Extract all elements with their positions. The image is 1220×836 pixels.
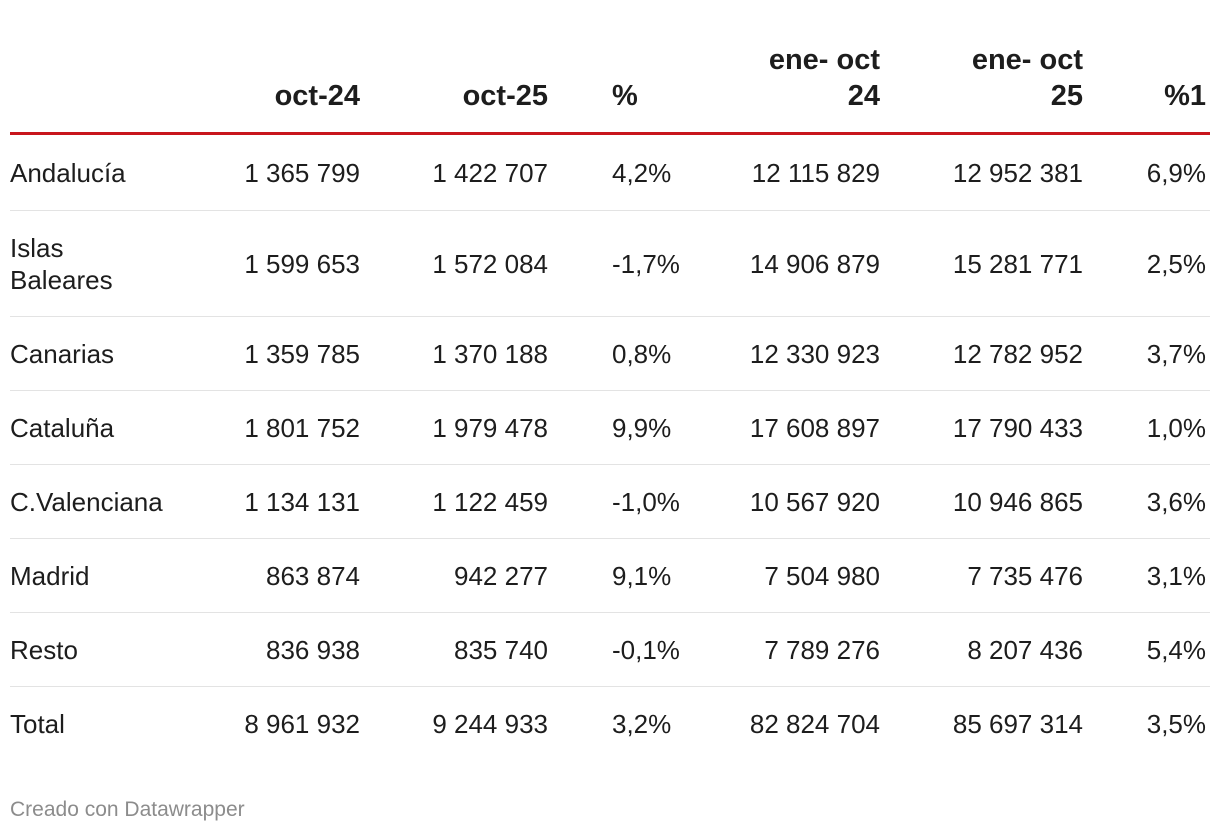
cell-eneoct25: 85 697 314 xyxy=(952,708,1083,739)
table-row: Madrid 863 874 942 277 9,1% 7 504 980 7 735 4… xyxy=(10,538,1210,613)
cell-oct25: 1 422 707 xyxy=(360,133,548,211)
table-row: Canarias 1 359 785 1 370 188 0,8% 12 330 923… xyxy=(10,316,1210,391)
table-row: Total 8 961 932 9 244 933 3,2% 82 824 704 85 … xyxy=(10,687,1210,761)
table-header: oct-24 oct-25% ene- oct 24 ene- oct 25 %1 xyxy=(10,42,1210,135)
region-label: Resto xyxy=(10,634,78,665)
column-header-label: ene- oct xyxy=(971,44,1083,76)
cell-eneoct24: 14 906 879 xyxy=(688,210,880,317)
cell-oct24: 1 365 799 xyxy=(180,133,360,211)
cell-pct1: 1,0% xyxy=(1083,390,1210,465)
header-row: oct-24 oct-25% ene- oct 24 ene- oct 25 %1 xyxy=(10,42,1210,135)
cell-pct: -1,7% xyxy=(548,210,688,317)
cell-pct1: 6,9% xyxy=(1083,133,1210,211)
cell-oct25: 9 244 933 xyxy=(432,708,548,739)
cell-pct1: 5,4% xyxy=(1083,612,1210,687)
cell-eneoct24: 82 824 704 xyxy=(749,708,880,739)
region-label: Total xyxy=(10,708,65,739)
cell-region: Total xyxy=(10,687,180,761)
data-table: oct-24 oct-25% ene- oct 24 ene- oct 25 %1 Anda… xyxy=(10,42,1210,760)
cell-pct: 9,9% xyxy=(548,390,688,465)
cell-region: Andalucía xyxy=(10,133,180,211)
column-header-label: % xyxy=(612,80,638,112)
table-row: Islas Baleares 1 599 653 1 572 084 -1,7% 14 … xyxy=(10,210,1210,317)
column-header-pct1: %1 xyxy=(1083,42,1210,135)
cell-oct25: 1 572 084 xyxy=(360,210,548,317)
cell-eneoct24: 10 567 920 xyxy=(688,464,880,539)
cell-eneoct24: 12 115 829 xyxy=(688,133,880,211)
cell-eneoct24: 7 789 276 xyxy=(688,612,880,687)
table-body: Andalucía 1 365 799 1 422 707 4,2% 12 115 82… xyxy=(10,133,1210,761)
cell-region: Madrid xyxy=(10,538,180,613)
cell-region: Cataluña xyxy=(10,390,180,465)
region-label: Cataluña xyxy=(10,412,115,443)
cell-eneoct25: 12 782 952 xyxy=(880,316,1083,391)
cell-oct24: 863 874 xyxy=(180,538,360,613)
cell-oct24: 1 599 653 xyxy=(180,210,360,317)
cell-oct25: 1 122 459 xyxy=(360,464,548,539)
cell-oct25: 942 277 xyxy=(360,538,548,613)
table-row: Andalucía 1 365 799 1 422 707 4,2% 12 115 82… xyxy=(10,133,1210,211)
column-header-oct25: oct-25 xyxy=(360,42,548,135)
cell-oct24: 1 134 131 xyxy=(180,464,360,539)
cell-region: Islas Baleares xyxy=(10,210,180,317)
cell-oct25: 835 740 xyxy=(360,612,548,687)
cell-oct24: 836 938 xyxy=(180,612,360,687)
cell-oct24: 1 801 752 xyxy=(180,390,360,465)
cell-eneoct24: 17 608 897 xyxy=(688,390,880,465)
cell-pct: -1,0% xyxy=(548,464,688,539)
cell-pct: 3,2% xyxy=(612,708,672,739)
table-row: C.Valenciana 1 134 131 1 122 459 -1,0% 10 56… xyxy=(10,464,1210,539)
cell-oct24: 1 359 785 xyxy=(180,316,360,391)
column-header-pct: % xyxy=(548,42,688,135)
cell-eneoct25: 10 946 865 xyxy=(880,464,1083,539)
data-table-container: oct-24 oct-25% ene- oct 24 ene- oct 25 %1 Anda… xyxy=(10,42,1210,760)
cell-eneoct25: 7 735 476 xyxy=(880,538,1083,613)
region-label: Canarias xyxy=(10,338,115,369)
cell-pct1: 3,5% xyxy=(1146,708,1206,739)
cell-eneoct25: 17 790 433 xyxy=(880,390,1083,465)
column-header-eneoct24: ene- oct 24 xyxy=(688,42,880,135)
column-header-label: 24 xyxy=(847,80,880,112)
cell-pct: 9,1% xyxy=(548,538,688,613)
cell-pct1: 3,7% xyxy=(1083,316,1210,391)
column-header-label: oct-24 xyxy=(274,80,360,112)
region-label: Madrid xyxy=(10,560,90,591)
cell-oct24: 8 961 932 xyxy=(244,708,360,739)
cell-eneoct24: 7 504 980 xyxy=(688,538,880,613)
cell-oct25: 1 370 188 xyxy=(360,316,548,391)
column-header-oct24: oct-24 xyxy=(180,42,360,135)
table-row: Resto 836 938 835 740 -0,1% 7 789 276 8 207 4… xyxy=(10,612,1210,687)
region-label: C.Valenciana xyxy=(10,486,163,517)
cell-eneoct25: 8 207 436 xyxy=(880,612,1083,687)
cell-region: Canarias xyxy=(10,316,180,391)
cell-pct1: 2,5% xyxy=(1083,210,1210,317)
cell-pct: 4,2% xyxy=(548,133,688,211)
column-header-label: %1 xyxy=(1164,80,1206,112)
cell-pct1: 3,6% xyxy=(1083,464,1210,539)
table-row: Cataluña 1 801 752 1 979 478 9,9% 17 608 897… xyxy=(10,390,1210,465)
cell-eneoct25: 15 281 771 xyxy=(880,210,1083,317)
region-label: Andalucía xyxy=(10,157,126,188)
cell-oct25: 1 979 478 xyxy=(360,390,548,465)
column-header-region xyxy=(10,42,180,135)
column-header-label: 25 xyxy=(1050,80,1083,112)
cell-pct: -0,1% xyxy=(548,612,688,687)
column-header-label: oct-25 xyxy=(462,80,548,112)
cell-eneoct24: 12 330 923 xyxy=(688,316,880,391)
region-label: Islas Baleares xyxy=(10,232,113,295)
cell-pct1: 3,1% xyxy=(1083,538,1210,613)
cell-pct: 0,8% xyxy=(548,316,688,391)
cell-region: C.Valenciana xyxy=(10,464,180,539)
column-header-label: ene- oct xyxy=(768,44,880,76)
footer-credit: Creado con Datawrapper xyxy=(10,798,245,821)
cell-eneoct25: 12 952 381 xyxy=(880,133,1083,211)
cell-region: Resto xyxy=(10,612,180,687)
column-header-eneoct25: ene- oct 25 xyxy=(880,42,1083,135)
